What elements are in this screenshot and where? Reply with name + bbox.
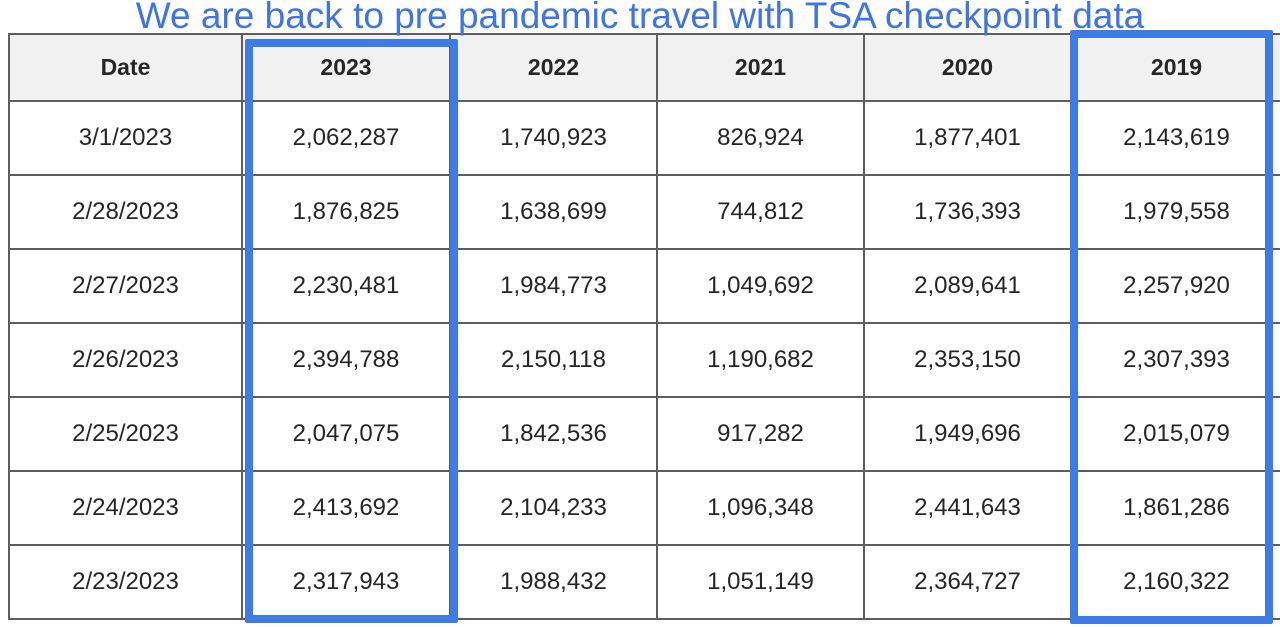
- cell-2019: 2,143,619: [1070, 100, 1280, 176]
- cell-2019: 2,015,079: [1070, 396, 1280, 472]
- cell-2022: 2,104,233: [449, 470, 658, 546]
- table-row: 2/28/2023 1,876,825 1,638,699 744,812 1,…: [8, 174, 1280, 250]
- column-header-2022: 2022: [449, 33, 658, 102]
- cell-2023: 2,317,943: [241, 544, 451, 620]
- table-row: 2/24/2023 2,413,692 2,104,233 1,096,348 …: [8, 470, 1280, 546]
- table-row: 2/26/2023 2,394,788 2,150,118 1,190,682 …: [8, 322, 1280, 398]
- table-row: 2/25/2023 2,047,075 1,842,536 917,282 1,…: [8, 396, 1280, 472]
- cell-2021: 1,051,149: [656, 544, 865, 620]
- cell-2020: 1,877,401: [863, 100, 1072, 176]
- table-row: 3/1/2023 2,062,287 1,740,923 826,924 1,8…: [8, 100, 1280, 176]
- cell-date: 2/24/2023: [8, 470, 243, 546]
- column-header-2021: 2021: [656, 33, 865, 102]
- cell-2022: 1,740,923: [449, 100, 658, 176]
- cell-2019: 1,979,558: [1070, 174, 1280, 250]
- cell-2022: 2,150,118: [449, 322, 658, 398]
- cell-2021: 1,096,348: [656, 470, 865, 546]
- cell-2023: 2,413,692: [241, 470, 451, 546]
- column-header-2020: 2020: [863, 33, 1072, 102]
- cell-date: 2/25/2023: [8, 396, 243, 472]
- cell-2019: 1,861,286: [1070, 470, 1280, 546]
- cell-2022: 1,638,699: [449, 174, 658, 250]
- cell-date: 3/1/2023: [8, 100, 243, 176]
- cell-date: 2/23/2023: [8, 544, 243, 620]
- cell-2020: 2,353,150: [863, 322, 1072, 398]
- page-title: We are back to pre pandemic travel with …: [135, 0, 1145, 36]
- cell-date: 2/28/2023: [8, 174, 243, 250]
- cell-2023: 2,230,481: [241, 248, 451, 324]
- cell-2022: 1,842,536: [449, 396, 658, 472]
- tsa-checkpoint-table: Date 2023 2022 2021 2020 2019 3/1/2023 2…: [8, 33, 1280, 620]
- cell-2019: 2,257,920: [1070, 248, 1280, 324]
- cell-2021: 1,190,682: [656, 322, 865, 398]
- cell-2021: 744,812: [656, 174, 865, 250]
- cell-2020: 2,364,727: [863, 544, 1072, 620]
- column-header-2019: 2019: [1070, 33, 1280, 102]
- table-row: 2/27/2023 2,230,481 1,984,773 1,049,692 …: [8, 248, 1280, 324]
- cell-2022: 1,984,773: [449, 248, 658, 324]
- cell-2020: 2,441,643: [863, 470, 1072, 546]
- cell-2023: 1,876,825: [241, 174, 451, 250]
- cell-2023: 2,062,287: [241, 100, 451, 176]
- cell-2023: 2,394,788: [241, 322, 451, 398]
- cell-2023: 2,047,075: [241, 396, 451, 472]
- cell-2021: 1,049,692: [656, 248, 865, 324]
- header-row: Date 2023 2022 2021 2020 2019: [8, 33, 1280, 102]
- cell-2021: 917,282: [656, 396, 865, 472]
- cell-2020: 1,736,393: [863, 174, 1072, 250]
- column-header-2023: 2023: [241, 33, 451, 102]
- cell-2022: 1,988,432: [449, 544, 658, 620]
- cell-date: 2/27/2023: [8, 248, 243, 324]
- cell-2020: 1,949,696: [863, 396, 1072, 472]
- cell-date: 2/26/2023: [8, 322, 243, 398]
- cell-2019: 2,160,322: [1070, 544, 1280, 620]
- table-row: 2/23/2023 2,317,943 1,988,432 1,051,149 …: [8, 544, 1280, 620]
- column-header-date: Date: [8, 33, 243, 102]
- cell-2020: 2,089,641: [863, 248, 1072, 324]
- cell-2019: 2,307,393: [1070, 322, 1280, 398]
- cell-2021: 826,924: [656, 100, 865, 176]
